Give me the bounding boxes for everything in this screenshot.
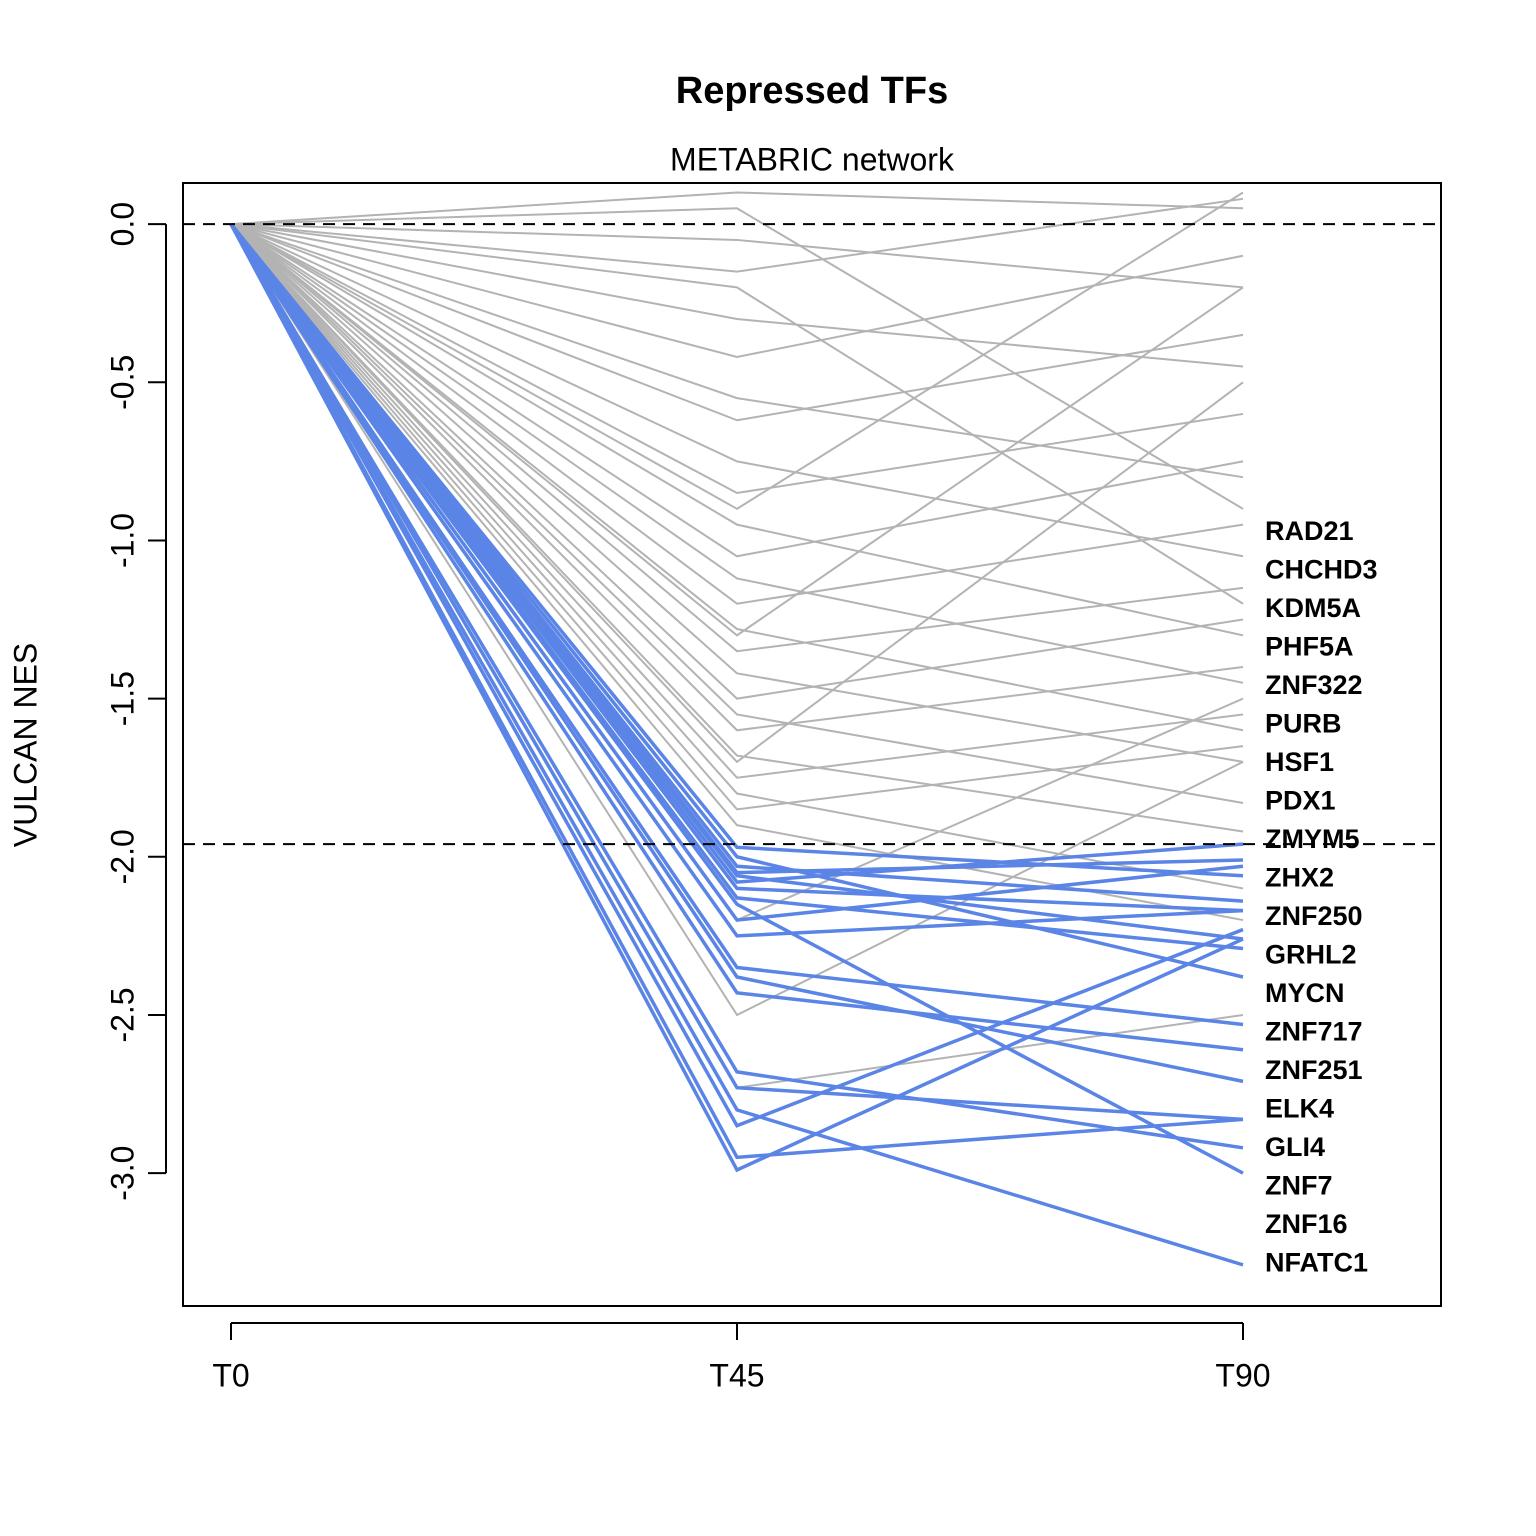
series-label: KDM5A bbox=[1265, 593, 1361, 623]
line bbox=[230, 223, 1244, 764]
x-tick-label: T0 bbox=[212, 1357, 249, 1393]
line bbox=[230, 191, 1244, 510]
highlight-line bbox=[229, 223, 1244, 1175]
highlight-line bbox=[229, 223, 1244, 1128]
series-label: ELK4 bbox=[1265, 1094, 1334, 1124]
highlight-line bbox=[229, 223, 1244, 1267]
chart-subtitle: METABRIC network bbox=[670, 141, 955, 177]
highlight-line bbox=[229, 223, 1244, 1173]
series-label: ZNF250 bbox=[1265, 901, 1363, 931]
y-axis-label: VULCAN NES bbox=[7, 643, 43, 848]
line bbox=[230, 223, 1244, 495]
series-label: ZNF16 bbox=[1265, 1209, 1348, 1239]
series-label: ZNF251 bbox=[1265, 1055, 1363, 1085]
line bbox=[230, 191, 1244, 226]
y-tick-label: 0.0 bbox=[104, 202, 140, 246]
series-label: HSF1 bbox=[1265, 747, 1334, 777]
series-label: PHF5A bbox=[1265, 632, 1354, 662]
highlight-line bbox=[229, 223, 1244, 1084]
y-tick-label: -2.5 bbox=[104, 987, 140, 1042]
series-label: ZNF7 bbox=[1265, 1171, 1333, 1201]
highlight-line bbox=[229, 223, 1244, 1052]
y-tick-label: -0.5 bbox=[104, 355, 140, 410]
highlight-line bbox=[229, 223, 1244, 913]
highlight-line bbox=[229, 223, 1244, 922]
plot-area bbox=[229, 191, 1244, 1267]
plot-frame bbox=[182, 182, 1442, 1307]
line bbox=[230, 223, 1244, 479]
series-label: MYCN bbox=[1265, 978, 1345, 1008]
x-tick-label: T45 bbox=[709, 1357, 764, 1393]
highlight-line bbox=[229, 223, 1244, 1160]
y-tick-label: -2.0 bbox=[104, 829, 140, 884]
series-label: GRHL2 bbox=[1265, 940, 1357, 970]
line bbox=[230, 223, 1244, 637]
highlight-line bbox=[229, 223, 1244, 1150]
line bbox=[230, 223, 1244, 1089]
highlight-line bbox=[229, 223, 1244, 951]
line bbox=[230, 223, 1244, 684]
series-label: ZNF717 bbox=[1265, 1017, 1363, 1047]
line bbox=[230, 223, 1244, 368]
series-label: ZNF322 bbox=[1265, 670, 1363, 700]
line bbox=[230, 223, 1244, 653]
series-label: ZHX2 bbox=[1265, 863, 1334, 893]
line bbox=[230, 223, 1244, 422]
x-tick-label: T90 bbox=[1215, 1357, 1270, 1393]
line bbox=[230, 223, 1244, 922]
series-label: PURB bbox=[1265, 709, 1342, 739]
series-label: RAD21 bbox=[1265, 516, 1354, 546]
line bbox=[230, 197, 1244, 273]
line bbox=[230, 223, 1244, 359]
line bbox=[230, 223, 1244, 833]
y-tick-label: -3.0 bbox=[104, 1146, 140, 1201]
line bbox=[230, 223, 1244, 779]
line bbox=[230, 223, 1244, 1017]
y-tick-label: -1.0 bbox=[104, 513, 140, 568]
line bbox=[230, 223, 1244, 811]
line bbox=[230, 223, 1244, 289]
series-label: PDX1 bbox=[1265, 786, 1336, 816]
series-label: CHCHD3 bbox=[1265, 555, 1378, 585]
highlight-line bbox=[229, 223, 1244, 878]
line bbox=[230, 223, 1244, 558]
line bbox=[230, 207, 1244, 510]
highlight-line bbox=[229, 223, 1244, 1122]
highlight-line bbox=[229, 223, 1244, 938]
series-label: ZMYM5 bbox=[1265, 824, 1360, 854]
highlight-line bbox=[229, 223, 1244, 1027]
line bbox=[230, 223, 1244, 558]
line bbox=[230, 223, 1244, 732]
line bbox=[230, 223, 1244, 763]
series-label: GLI4 bbox=[1265, 1132, 1325, 1162]
line bbox=[230, 223, 1244, 732]
highlight-line bbox=[229, 223, 1244, 979]
line bbox=[230, 223, 1244, 605]
y-tick-label: -1.5 bbox=[104, 671, 140, 726]
series-label: NFATC1 bbox=[1265, 1248, 1368, 1278]
line bbox=[230, 223, 1244, 805]
line bbox=[230, 223, 1244, 700]
highlight-line bbox=[229, 223, 1244, 903]
line bbox=[230, 223, 1244, 922]
line bbox=[230, 223, 1244, 605]
line bbox=[230, 223, 1244, 637]
chart-title: Repressed TFs bbox=[676, 70, 948, 112]
